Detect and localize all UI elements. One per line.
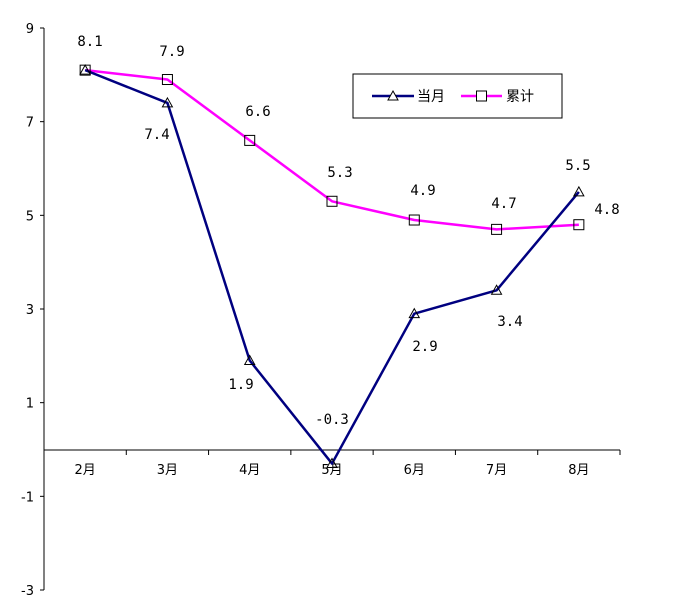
- y-tick-label: 7: [26, 116, 34, 131]
- y-tick-label: 5: [26, 209, 34, 224]
- data-label-series-1: 4.8: [594, 202, 619, 218]
- y-tick-label: 3: [26, 303, 34, 318]
- x-tick-label: 4月: [239, 463, 260, 478]
- data-label-series-1: 6.6: [245, 104, 270, 120]
- data-labels: 8.1 7.4 1.9 -0.3 2.9 3.4 5.5 7.9 6.6 5.3 4.9 4.7 4.8: [77, 34, 619, 428]
- x-tick-label: 2月: [75, 463, 96, 478]
- data-label-series-0: -0.3: [315, 412, 349, 428]
- series-0-point: [243, 354, 256, 366]
- x-axis-ticks: 2月 3月 4月 5月 6月 7月 8月: [43, 450, 621, 478]
- data-label-series-0: 5.5: [565, 158, 590, 174]
- data-label-series-1: 4.7: [491, 196, 516, 212]
- x-tick-label: 5月: [321, 463, 342, 478]
- series-0-point: [490, 284, 503, 295]
- y-tick-label: -1: [21, 490, 34, 505]
- data-label-series-0: 1.9: [228, 377, 253, 393]
- data-label-series-1: 4.9: [410, 183, 435, 199]
- data-label-series-1: 7.9: [159, 44, 184, 60]
- data-label-series-0: 3.4: [497, 314, 522, 330]
- series-1-point: [161, 74, 173, 86]
- series-1-point: [326, 195, 338, 207]
- x-tick-label: 8月: [568, 463, 589, 478]
- series-1-point: [491, 223, 503, 235]
- series-0-point: [79, 64, 91, 75]
- x-tick-label: 3月: [157, 463, 178, 478]
- legend-label-series-0: 当月: [417, 89, 445, 105]
- series-0-point: [408, 307, 421, 319]
- series-line-0: [84, 68, 580, 465]
- data-label-series-1: 5.3: [327, 165, 352, 181]
- data-label-series-0: 7.4: [144, 127, 169, 143]
- series-1-point: [408, 214, 420, 226]
- x-tick-label: 6月: [404, 463, 425, 478]
- y-tick-label: 1: [26, 397, 34, 412]
- x-tick-label: 7月: [486, 463, 507, 478]
- series-0-point: [161, 96, 174, 108]
- series-0-point: [573, 185, 585, 197]
- data-label-series-0: 8.1: [77, 34, 102, 50]
- legend-label-series-1: 累计: [506, 89, 534, 105]
- series-0-point: [326, 457, 338, 469]
- y-tick-label: 9: [26, 22, 34, 37]
- series-1-point: [573, 219, 585, 231]
- data-label-series-0: 2.9: [412, 339, 437, 355]
- y-tick-label: -3: [21, 584, 34, 599]
- series-1-point: [244, 134, 256, 146]
- y-axis-ticks: -3 -1 1 3 5 7 9: [21, 22, 44, 599]
- series-line-1: [85, 68, 579, 231]
- legend: 当月 累计: [352, 73, 563, 119]
- legend-marker-series-0: [387, 89, 399, 101]
- series-markers: [79, 64, 585, 469]
- series-lines: [84, 68, 580, 465]
- legend-marker-series-1: [476, 90, 487, 102]
